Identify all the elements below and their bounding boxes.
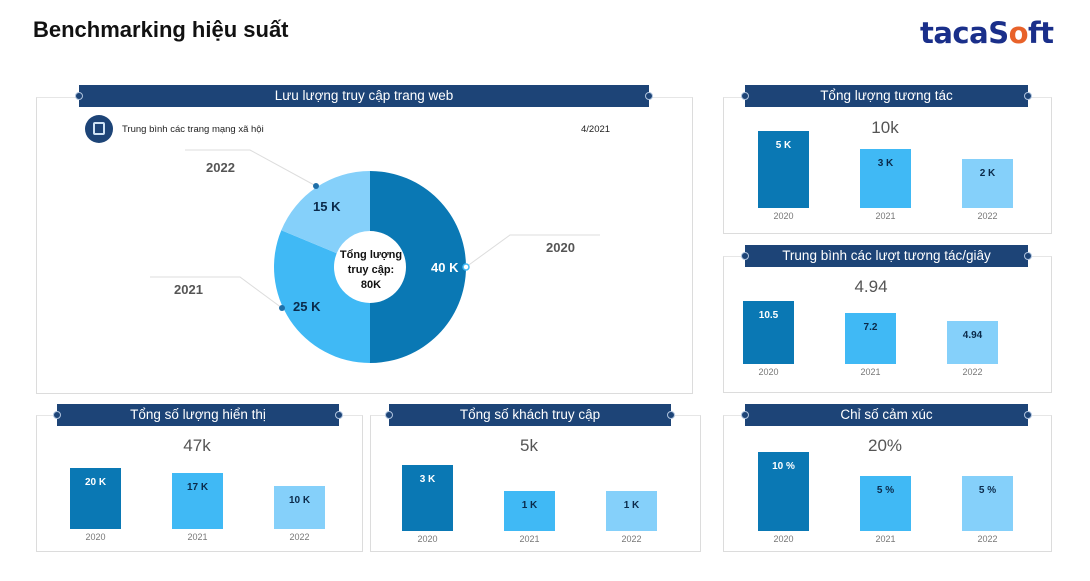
bar-value-label: 1 K (521, 500, 538, 511)
bar-value-label: 5 K (775, 140, 792, 151)
emotion-header: Chỉ số cảm xúc (741, 404, 1032, 426)
traffic-subtitle: Trung bình các trang mạng xã hội (122, 124, 264, 135)
dot-icon (741, 252, 749, 260)
bar-2020: 10 % (758, 452, 809, 531)
bar-2020: 5 K (758, 131, 809, 208)
center-line: 80K (360, 279, 382, 291)
bar-value-label: 10 K (288, 495, 311, 506)
avg_interactions-header: Trung bình các lượt tương tác/giây (741, 245, 1032, 267)
dot-icon (741, 92, 749, 100)
bar-value-label: 4.94 (962, 330, 983, 341)
bar-2022: 5 % (962, 476, 1013, 531)
x-tick-label: 2022 (962, 367, 983, 377)
impressions-total: 47k (183, 436, 211, 455)
leader-line-2022 (185, 149, 317, 187)
x-tick-label: 2021 (187, 532, 208, 542)
x-tick-label: 2021 (860, 367, 881, 377)
dot-icon (1024, 411, 1032, 419)
bar-2022: 10 K (274, 486, 325, 529)
bar-2020: 3 K (402, 465, 453, 531)
x-tick-label: 2022 (977, 534, 998, 544)
interactions-title: Tổng lượng tương tác (820, 88, 953, 103)
x-tick-label: 2020 (758, 367, 779, 377)
traffic-date: 4/2021 (581, 124, 611, 135)
donut-slice-2020 (370, 171, 466, 363)
dot-icon (1024, 252, 1032, 260)
visitors-header: Tổng số khách truy cập (385, 404, 675, 426)
bar-value-label: 10.5 (758, 310, 779, 321)
bar-2022: 1 K (606, 491, 657, 531)
legend-2021: 2021 (174, 282, 203, 297)
visitors-total: 5k (520, 436, 538, 455)
bar-value-label: 10 % (772, 461, 795, 472)
traffic-title: Lưu lượng truy cập trang web (274, 88, 454, 103)
dot-icon (741, 411, 749, 419)
bar-2020: 20 K (70, 468, 121, 529)
emotion-title: Chỉ số cảm xúc (840, 407, 933, 422)
bar-2021: 7.2 (845, 313, 896, 364)
donut-center-label: Tổng lượng truy cập: 80K (330, 248, 412, 293)
x-tick-label: 2022 (977, 211, 998, 221)
tacasoft-logo: tacaSoft (920, 16, 1054, 50)
bar-value-label: 20 K (84, 477, 107, 488)
slice-label-2020: 40 K (431, 260, 459, 275)
x-tick-label: 2021 (519, 534, 540, 544)
interactions-header: Tổng lượng tương tác (741, 85, 1032, 107)
dot-icon (1024, 92, 1032, 100)
bar-value-label: 2 K (979, 168, 996, 179)
bar-value-label: 5 % (978, 485, 997, 496)
x-tick-label: 2022 (621, 534, 642, 544)
avg_interactions-title: Trung bình các lượt tương tác/giây (782, 248, 991, 263)
emotion-total: 20% (867, 436, 903, 455)
dot-icon (335, 411, 343, 419)
x-tick-label: 2021 (875, 534, 896, 544)
traffic-header: Lưu lượng truy cập trang web (75, 85, 653, 107)
bar-value-label: 1 K (623, 500, 640, 511)
leader-line-2020 (465, 234, 600, 268)
bar-value-label: 3 K (419, 474, 436, 485)
dot-icon (667, 411, 675, 419)
leader-line-2021 (150, 276, 283, 309)
slice-label-2021: 25 K (293, 299, 321, 314)
page-title: Benchmarking hiệu suất (33, 17, 289, 42)
donut-slice-2022 (281, 171, 370, 254)
center-line: Tổng lượng (339, 249, 403, 261)
x-tick-label: 2020 (773, 534, 794, 544)
social-media-icon (85, 115, 113, 143)
visitors-title: Tổng số khách truy cập (459, 407, 601, 422)
bar-2021: 5 % (860, 476, 911, 531)
bar-2022: 4.94 (947, 321, 998, 364)
x-tick-label: 2021 (875, 211, 896, 221)
center-line: truy cập: (347, 264, 395, 276)
x-tick-label: 2020 (773, 211, 794, 221)
bar-2021: 17 K (172, 473, 223, 529)
x-tick-label: 2020 (85, 532, 106, 542)
bar-value-label: 7.2 (863, 322, 878, 333)
impressions-header: Tổng số lượng hiển thị (53, 404, 343, 426)
bar-2022: 2 K (962, 159, 1013, 208)
x-tick-label: 2022 (289, 532, 310, 542)
dot-icon (53, 411, 61, 419)
legend-2020: 2020 (546, 240, 575, 255)
x-tick-label: 2020 (417, 534, 438, 544)
legend-2022: 2022 (206, 160, 235, 175)
dot-icon (75, 92, 83, 100)
impressions-title: Tổng số lượng hiển thị (130, 407, 266, 422)
slice-label-2022: 15 K (313, 199, 341, 214)
dot-icon (385, 411, 393, 419)
donut-slice-2021 (274, 230, 370, 363)
bar-2021: 1 K (504, 491, 555, 531)
bar-value-label: 17 K (186, 482, 209, 493)
interactions-total: 10k (871, 118, 899, 137)
avg_interactions-total: 4.94 (854, 277, 888, 296)
bar-value-label: 3 K (877, 158, 894, 169)
dot-icon (645, 92, 653, 100)
bar-value-label: 5 % (876, 485, 895, 496)
bar-2020: 10.5 (743, 301, 794, 364)
bar-2021: 3 K (860, 149, 911, 208)
